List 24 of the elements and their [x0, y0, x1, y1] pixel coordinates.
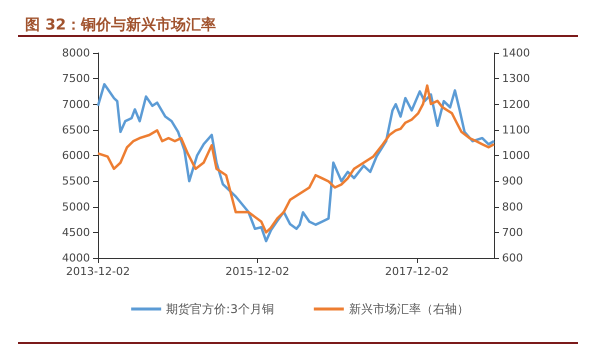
- y-tick-label: 5500: [62, 174, 90, 188]
- y-tick-label: 5000: [62, 200, 90, 214]
- legend-label: 新兴市场汇率（右轴）: [348, 302, 469, 316]
- y-tick-label: 4000: [62, 252, 90, 264]
- y-tick-label: 6500: [62, 123, 90, 136]
- y2-tick-label: 1200: [502, 98, 530, 111]
- y-tick-label: 7000: [62, 98, 90, 111]
- chart-title: 图 32：铜价与新兴市场汇率: [25, 16, 216, 34]
- y2-tick-label: 900: [502, 174, 523, 188]
- legend-label: 期货官方价:3个月铜: [166, 302, 274, 316]
- y2-tick-label: 1000: [502, 149, 530, 162]
- y2-tick-label: 700: [502, 226, 523, 239]
- y-tick-label: 8000: [62, 46, 90, 60]
- y-tick-label: 6000: [62, 149, 90, 162]
- x-tick-label: 2015-12-02: [225, 265, 290, 278]
- x-tick-label: 2013-12-02: [66, 265, 130, 278]
- y-tick-label: 4500: [62, 226, 90, 239]
- y2-tick-label: 1400: [502, 46, 530, 60]
- y2-tick-label: 1300: [502, 72, 530, 86]
- y2-tick-label: 800: [502, 200, 523, 214]
- y2-tick-label: 600: [502, 252, 523, 264]
- x-tick-label: 2017-12-02: [384, 265, 449, 278]
- y2-tick-label: 1100: [502, 123, 530, 136]
- y-tick-label: 7500: [62, 72, 90, 86]
